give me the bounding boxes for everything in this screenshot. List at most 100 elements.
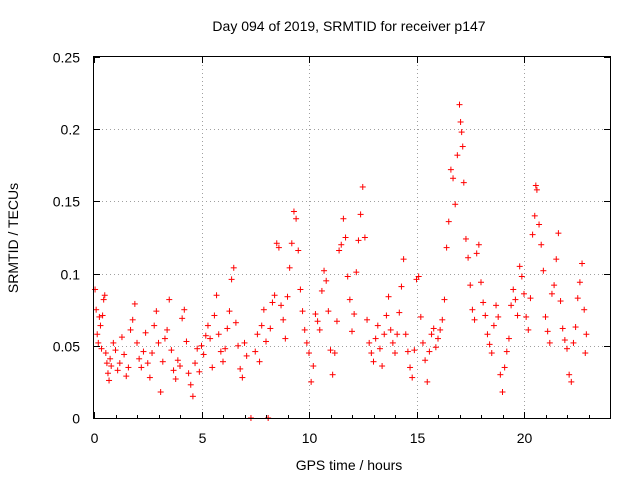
data-point [389,339,396,346]
data-point [258,322,265,329]
data-point [516,263,523,270]
data-point [321,267,328,274]
data-point [342,234,349,241]
data-point [426,348,433,355]
data-point [174,357,181,364]
chart-title: Day 094 of 2019, SRMTID for receiver p14… [212,18,485,34]
data-point [478,279,484,286]
data-point [394,331,401,338]
data-point [465,254,472,261]
data-point [480,299,487,306]
data-point [450,175,457,182]
data-point [525,326,532,333]
data-point [482,312,489,319]
data-point [260,306,267,313]
data-point [235,342,242,349]
grid-lines [94,57,610,418]
data-point [312,311,319,318]
data-point [230,264,237,271]
data-point [439,316,446,323]
data-point [286,264,293,271]
data-point [459,143,466,150]
data-point [540,267,547,274]
data-point [532,182,539,189]
x-tick-label: 10 [302,430,318,446]
data-point [355,237,362,244]
data-point [123,373,130,380]
data-point [329,371,336,378]
data-point [179,315,186,322]
data-point [93,306,100,313]
data-point [454,152,461,159]
data-point [96,313,103,320]
data-point [129,316,136,323]
data-point [267,325,274,332]
plot-frame [93,56,611,419]
data-point [142,329,149,336]
data-point [531,212,538,219]
data-point [288,240,295,247]
data-point [462,235,469,242]
data-point [538,241,545,248]
data-point [263,338,269,345]
data-point [570,339,577,346]
data-point [336,247,343,254]
data-point [582,350,589,357]
data-point [98,345,105,352]
axis-ticks [94,57,610,419]
data-point [155,339,162,346]
data-point [241,339,248,346]
data-point [370,358,377,365]
data-point [138,364,145,371]
data-point [568,378,575,385]
data-point [499,389,506,396]
data-point [106,377,113,384]
y-tick-label: 0.25 [53,50,80,66]
data-point [204,322,211,329]
data-point [529,231,536,238]
data-point [140,348,147,355]
data-point [297,286,304,293]
data-point [349,328,355,335]
data-point [409,374,416,381]
data-point [564,345,570,352]
data-point [424,378,431,385]
data-point [280,316,287,323]
data-point [415,273,422,280]
y-axis-label: SRMTID / TECUs [5,183,21,293]
data-point [243,352,250,359]
data-point [100,296,107,303]
data-point [108,363,115,370]
data-point [118,334,125,341]
data-point [131,300,138,307]
data-point [484,331,491,338]
data-point [488,350,495,357]
data-point [374,322,381,329]
data-point [435,335,441,342]
data-point [338,241,345,248]
data-point [187,381,194,388]
data-point [447,166,454,173]
data-point [237,365,244,372]
data-point [340,215,347,222]
data-point [508,302,515,309]
data-point [536,221,543,228]
data-point [217,348,224,355]
y-tick-label: 0.05 [53,339,80,355]
data-point [566,371,573,378]
data-point [471,316,478,323]
data-point [533,186,540,193]
x-tick-label: 0 [91,430,99,446]
data-point [546,339,553,346]
data-point [495,313,502,320]
data-point [460,179,467,186]
data-point [457,118,464,125]
data-point [314,318,321,325]
data-point [469,306,476,313]
data-point [572,324,579,331]
data-point [170,367,177,374]
data-point [159,358,166,365]
data-point [316,326,323,333]
data-point [168,347,175,354]
